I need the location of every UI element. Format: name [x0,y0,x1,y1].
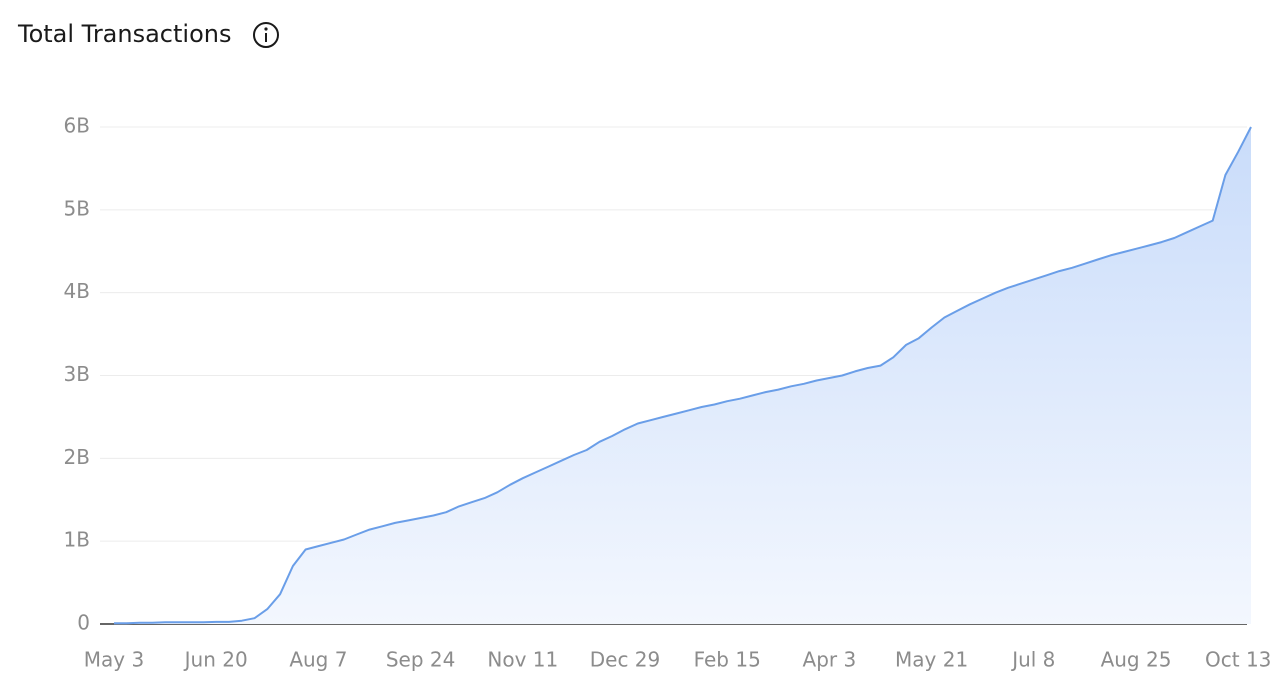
x-tick-label: May 21 [895,648,968,672]
chart-title: Total Transactions [17,20,231,48]
x-tick-label: Sep 24 [386,648,456,672]
y-tick-label: 5B [64,196,90,220]
x-tick-label: Aug 25 [1101,648,1172,672]
y-tick-label: 3B [64,362,90,386]
info-icon[interactable] [253,22,279,48]
x-tick-label: Nov 11 [487,648,558,672]
area-fill [114,127,1251,624]
x-tick-label: May 3 [84,648,144,672]
x-tick-label: Oct 13 [1205,648,1271,672]
x-tick-label: Aug 7 [289,648,347,672]
y-tick-label: 4B [64,279,90,303]
y-tick-label: 6B [64,114,90,138]
x-tick-label: Feb 15 [694,648,761,672]
x-tick-label: Dec 29 [590,648,661,672]
x-tick-label: Apr 3 [803,648,857,672]
x-tick-label: Jul 8 [1010,648,1055,672]
y-tick-label: 2B [64,445,90,469]
area-line [114,126,1252,625]
x-tick-label: Jun 20 [183,648,248,672]
y-tick-label: 1B [64,528,90,552]
y-tick-label: 0 [77,611,90,635]
